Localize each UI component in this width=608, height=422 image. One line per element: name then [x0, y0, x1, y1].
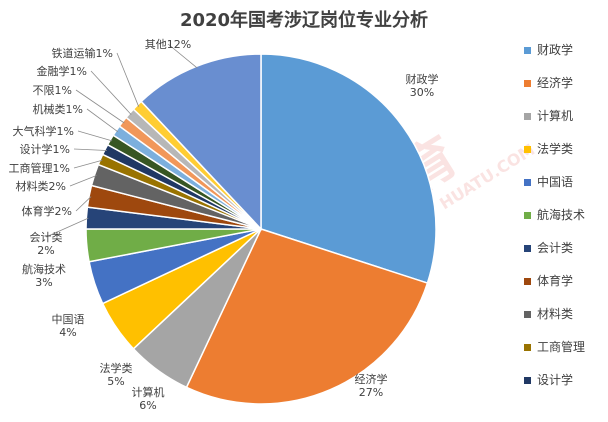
legend-entry: 设计学: [537, 372, 573, 387]
slice-data-label: 不限1%: [33, 84, 72, 97]
legend-entry: 经济学: [537, 75, 573, 90]
slice-data-label: 设计学1%: [20, 142, 70, 156]
legend-swatch: [524, 47, 531, 54]
slice-data-label: 金融学1%: [37, 64, 87, 78]
slice-data-label: 会计类 2%: [30, 230, 63, 257]
slice-data-label: 大气科学1%: [13, 124, 74, 138]
legend-swatch: [524, 377, 531, 384]
legend-swatch: [524, 278, 531, 285]
legend-swatch: [524, 113, 531, 120]
leader-line: [90, 70, 132, 115]
legend-swatch: [524, 245, 531, 252]
legend-entry: 计算机: [537, 108, 573, 123]
leader-line: [75, 196, 92, 212]
slice-data-label: 计算机 6%: [132, 385, 165, 412]
leader-line: [73, 159, 103, 169]
slice-data-label: 法学类 5%: [100, 361, 133, 388]
slice-data-label: 工商管理1%: [9, 161, 70, 175]
legend-swatch: [524, 146, 531, 153]
slice-data-label: 航海技术 3%: [22, 262, 66, 289]
slice-data-label: 材料类2%: [16, 179, 66, 193]
legend-swatch: [524, 344, 531, 351]
leader-line: [69, 175, 97, 187]
legend-entry: 材料类: [537, 307, 573, 321]
leader-line: [167, 43, 198, 69]
leader-line: [116, 52, 140, 107]
leader-line: [77, 130, 113, 142]
slice-data-label: 其他12%: [145, 38, 191, 51]
slice-data-label: 财政学 30%: [406, 72, 439, 99]
legend-swatch: [524, 212, 531, 219]
pie-slice-17: [140, 53, 262, 231]
legend-entry: 财政学: [537, 42, 573, 57]
legend-entry: 工商管理: [537, 339, 585, 354]
leader-line: [45, 217, 89, 238]
slice-data-label: 中国语 4%: [52, 313, 85, 339]
leader-line: [75, 89, 125, 124]
slice-data-label: 体育学2%: [22, 204, 72, 218]
legend-entry: 体育学: [537, 273, 573, 288]
leader-line: [73, 148, 107, 151]
legend-entry: 中国语: [537, 174, 573, 189]
pie-slice-2: [185, 228, 429, 405]
legend-swatch: [524, 80, 531, 87]
legend-entry: 法学类: [537, 141, 573, 156]
slice-data-label: 机械类1%: [33, 102, 83, 116]
pie-slice-1: [260, 53, 437, 285]
leader-line: [86, 108, 119, 133]
legend-swatch: [524, 311, 531, 318]
slice-data-label: 经济学 27%: [355, 372, 388, 399]
slice-data-label: 铁道运输1%: [52, 46, 113, 60]
legend-entry: 会计类: [537, 241, 573, 255]
legend-swatch: [524, 179, 531, 186]
chart-title: 2020年国考涉辽岗位专业分析: [179, 10, 429, 31]
legend-entry: 航海技术: [537, 207, 585, 222]
